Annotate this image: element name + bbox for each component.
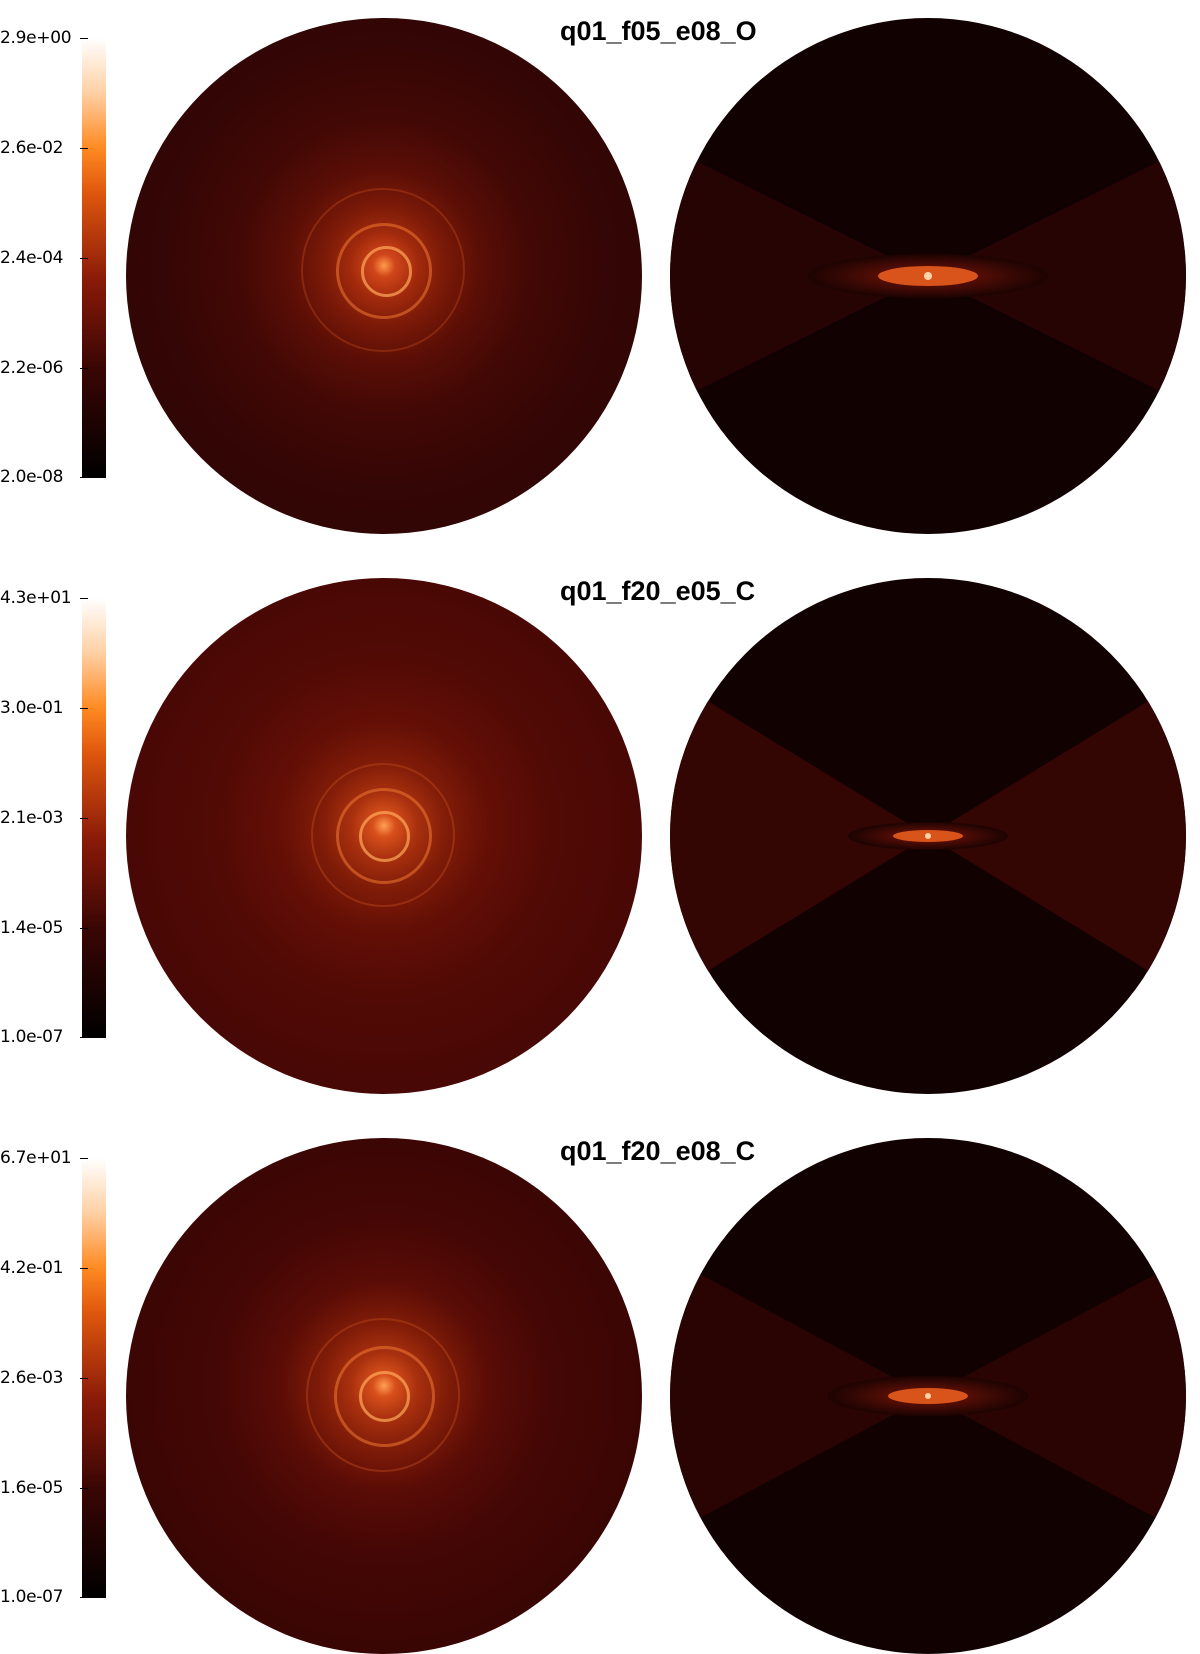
colorbar-tick-label: 2.2e-06 [0,358,64,378]
colorbar-tick-label: 1.0e-07 [0,1027,64,1047]
colorbar-tick-label: 2.6e-02 [0,138,64,158]
colorbar-tick-label: 4.2e-01 [0,1258,64,1278]
panel-title: q01_f20_e05_C [560,576,756,606]
edge-on-density-disk [670,18,1186,534]
panel-title: q01_f05_e08_O [560,16,757,46]
colorbar-tick-label: 2.4e-04 [0,248,64,268]
panel-row-3: 6.7e+01 4.2e-01 2.6e-03 1.6e-05 1.0e-07 … [0,1120,1200,1654]
face-on-density-disk [126,18,642,534]
edge-on-density-disk [670,578,1186,1094]
colorbar-tick-label: 2.0e-08 [0,467,64,487]
face-on-density-disk [126,1138,642,1654]
colorbar-tick-label: 2.6e-03 [0,1368,64,1388]
panel-row-2: 4.3e+01 3.0e-01 2.1e-03 1.4e-05 1.0e-07 … [0,560,1200,1094]
edge-on-density-disk [670,1138,1186,1654]
colorbar-tick-label: 2.1e-03 [0,808,64,828]
colorbar-tick-label: 1.6e-05 [0,1478,64,1498]
panel-title: q01_f20_e08_C [560,1136,756,1166]
face-on-density-disk [126,578,642,1094]
colorbar-tick-label: 3.0e-01 [0,698,64,718]
colorbar-tick-label: 2.9e+00 [0,28,72,48]
panel-row-1: 2.9e+00 2.6e-02 2.4e-04 2.2e-06 2.0e-08 … [0,0,1200,534]
colorbar-tick-label: 1.4e-05 [0,918,64,938]
colorbar-tick-label: 6.7e+01 [0,1148,72,1168]
colorbar-tick-label: 4.3e+01 [0,588,72,608]
colorbar-tick-label: 1.0e-07 [0,1587,64,1607]
